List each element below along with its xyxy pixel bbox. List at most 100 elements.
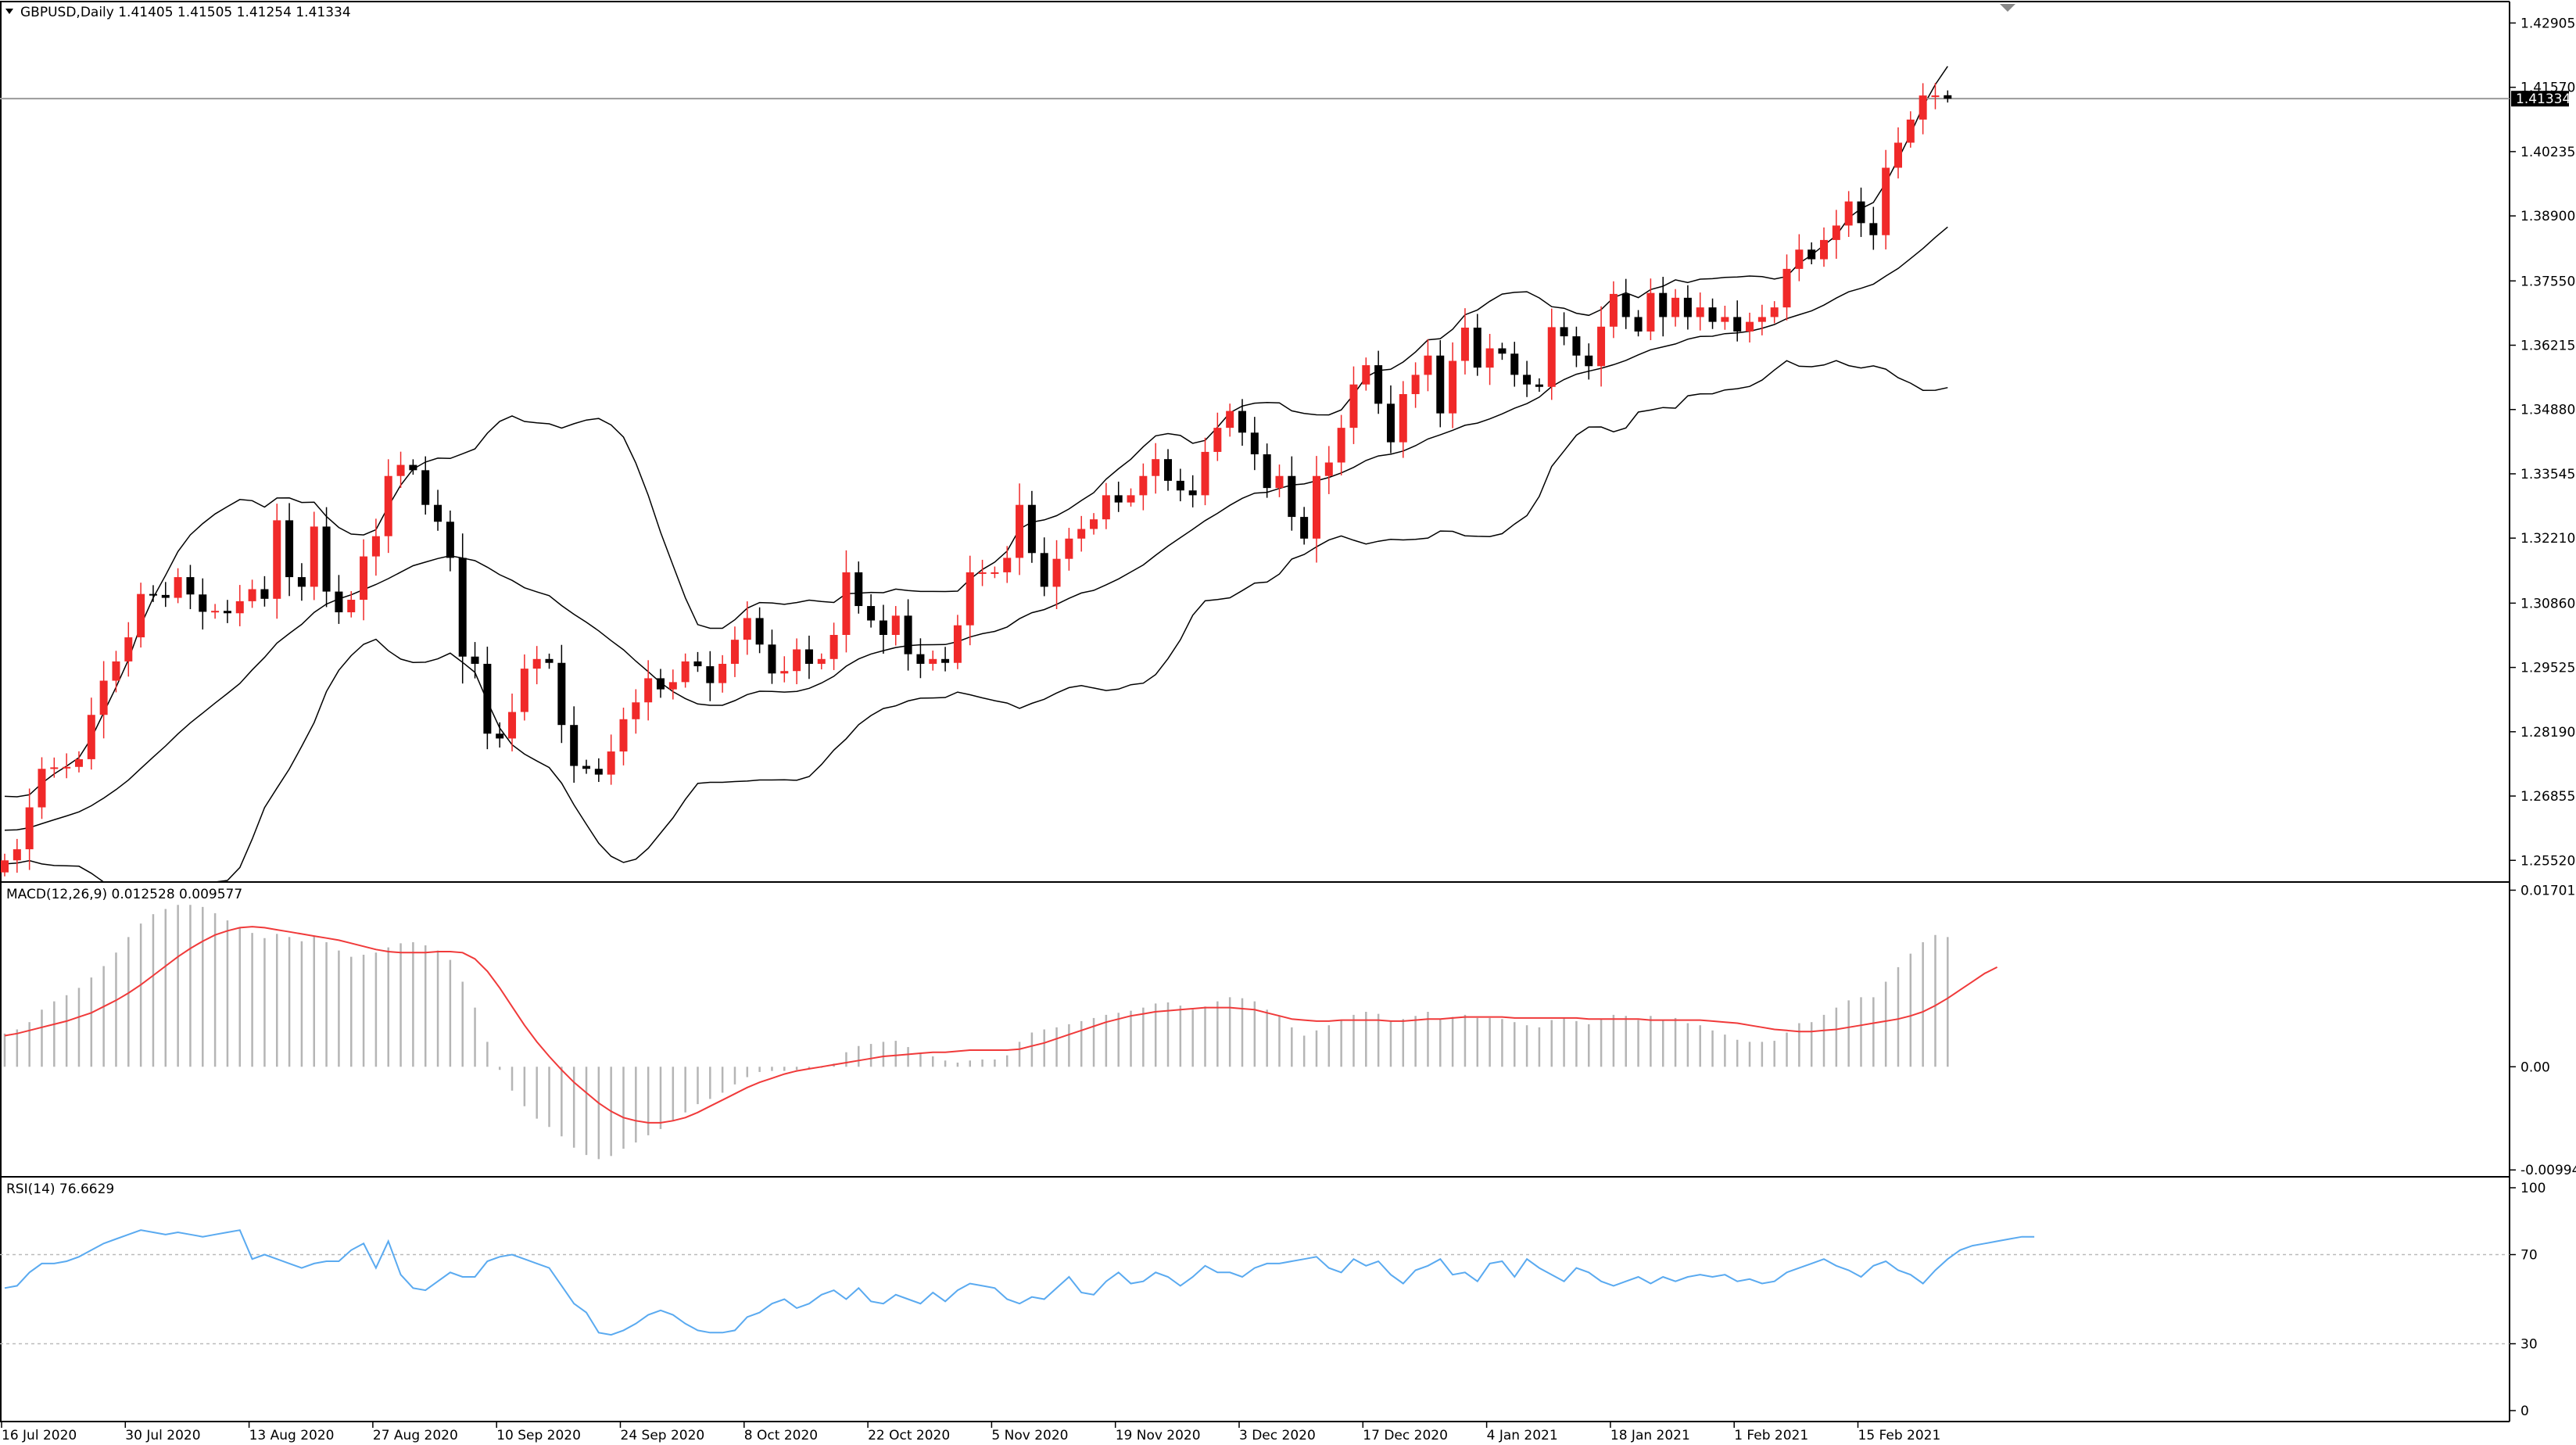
candle-body	[1931, 95, 1940, 98]
candle-body	[804, 649, 813, 664]
candle-body	[1597, 326, 1606, 367]
candle-body	[1572, 336, 1581, 356]
candle-body	[854, 572, 863, 607]
candle-body	[1090, 519, 1098, 529]
candle-body	[1944, 95, 1952, 99]
rsi-header: RSI(14) 76.6629	[6, 1181, 114, 1197]
macd-tick-label: 0.017015	[2520, 883, 2576, 898]
price-tick-label: 1.40235	[2520, 145, 2575, 160]
candle-body	[446, 522, 454, 558]
candle-body	[38, 769, 46, 808]
chart-shift-marker[interactable]	[2000, 4, 2015, 12]
candle-body	[706, 666, 715, 683]
candle-body	[1498, 348, 1507, 354]
candle-body	[310, 526, 318, 587]
candle-body	[755, 618, 764, 645]
candle-body	[1547, 327, 1556, 387]
price-axis: 1.429051.415701.402351.389001.375501.362…	[2510, 16, 2575, 869]
candle-body	[1609, 293, 1618, 327]
candle-body	[656, 678, 665, 690]
time-tick-label: 13 Aug 2020	[249, 1428, 335, 1443]
time-axis: 16 Jul 2020 30 Jul 2020 13 Aug 2020 27 Aug …	[1, 1422, 1940, 1443]
candle-body	[1275, 475, 1284, 489]
macd-header: MACD(12,26,9) 0.012528 0.009577	[6, 887, 242, 902]
candle-body	[1027, 504, 1036, 554]
candle-body	[1114, 495, 1123, 503]
price-tick-label: 1.42905	[2520, 16, 2575, 31]
candle-body	[1757, 317, 1766, 322]
candle-body	[458, 558, 467, 657]
candle-body	[99, 680, 108, 715]
macd-tick-label: -0.009942	[2520, 1163, 2576, 1178]
candle-body	[1188, 490, 1197, 496]
candle-body	[1621, 293, 1630, 317]
candle-body	[879, 620, 887, 636]
candle-body	[248, 589, 256, 601]
candle-body	[966, 572, 974, 626]
candle-body	[582, 766, 591, 769]
candle-body	[594, 769, 603, 775]
candle-body	[1337, 428, 1345, 463]
price-tick-label: 1.37550	[2520, 274, 2575, 289]
candle-body	[1832, 225, 1840, 240]
candle-body	[867, 606, 876, 621]
candle-body	[644, 678, 653, 703]
candle-body	[668, 682, 677, 690]
candle-body	[186, 577, 195, 595]
time-tick-label: 1 Feb 2021	[1734, 1428, 1808, 1443]
time-tick-label: 5 Nov 2020	[991, 1428, 1068, 1443]
candle-body	[322, 526, 331, 592]
symbol-menu-icon[interactable]	[5, 9, 13, 14]
candle-body	[508, 712, 517, 739]
candle-body	[1782, 268, 1791, 308]
candle-body	[1152, 459, 1160, 476]
candle-body	[1324, 462, 1333, 476]
candle-body	[1077, 529, 1086, 539]
candle-body	[471, 656, 479, 664]
rsi-pane: 100 70 30 0	[0, 1181, 2546, 1419]
candle-body	[74, 758, 83, 767]
candle-body	[1807, 249, 1816, 260]
candle-body	[693, 661, 702, 667]
candle-body	[13, 849, 21, 861]
bollinger-upper-line	[4, 66, 1948, 798]
candle-body	[793, 649, 801, 672]
candle-body	[161, 594, 170, 598]
candle-body	[1250, 432, 1259, 455]
price-tick-label: 1.30860	[2520, 596, 2575, 611]
candle-body	[730, 640, 739, 664]
candle-body	[1708, 307, 1717, 322]
candle-body	[1040, 553, 1048, 587]
candle-body	[978, 572, 987, 574]
candle-body	[1052, 558, 1061, 587]
candle-body	[829, 635, 838, 659]
macd-pane: 0.017015 0.00 -0.009942	[3, 883, 2576, 1178]
candle-body	[137, 593, 145, 638]
candle-body	[1201, 451, 1209, 496]
candle-body	[1449, 360, 1457, 414]
rsi-tick-label: 0	[2520, 1404, 2529, 1419]
candle-body	[1374, 365, 1383, 404]
candle-body	[1683, 297, 1692, 317]
candle-body	[953, 625, 962, 663]
candle-body	[1585, 355, 1593, 367]
candle-body	[1746, 321, 1754, 332]
candle-body	[817, 658, 826, 664]
price-tick-label: 1.36215	[2520, 338, 2575, 353]
candle-body	[768, 644, 776, 674]
candle-body	[63, 766, 71, 769]
candle-body	[1485, 348, 1494, 368]
main-header: GBPUSD,Daily 1.41405 1.41505 1.41254 1.4…	[20, 5, 351, 20]
time-tick-label: 3 Dec 2020	[1239, 1428, 1316, 1443]
candle-body	[1893, 142, 1902, 168]
candle-body	[1906, 119, 1915, 143]
pane-frames	[0, 1, 2510, 1422]
candle-body	[1820, 239, 1829, 260]
candle-body	[1424, 355, 1432, 375]
candle-body	[1, 860, 9, 873]
candle-body	[1016, 504, 1024, 558]
candle-body	[371, 536, 380, 557]
rsi-tick-label: 100	[2520, 1181, 2546, 1196]
